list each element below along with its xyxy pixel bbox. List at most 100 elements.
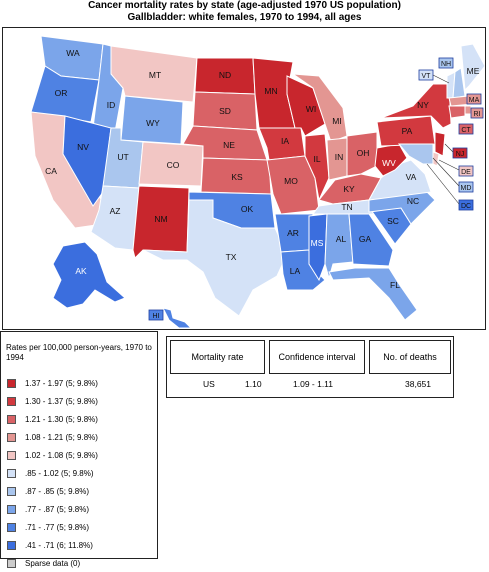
confidence-interval-header: Confidence interval xyxy=(269,340,365,374)
label-wy: WY xyxy=(146,118,160,128)
legend-title: Rates per 100,000 person-years, 1970 to … xyxy=(6,343,152,362)
legend-swatch xyxy=(7,558,16,568)
legend-swatch xyxy=(7,450,16,460)
chart-title: Cancer mortality rates by state (age-adj… xyxy=(0,0,489,26)
state-or[interactable] xyxy=(30,65,100,123)
label-va: VA xyxy=(406,172,417,182)
box-label-nj: NJ xyxy=(456,151,465,158)
box-label-ri: RI xyxy=(474,111,481,118)
label-wi: WI xyxy=(306,104,316,114)
state-ri[interactable] xyxy=(464,105,472,115)
label-sc: SC xyxy=(387,216,399,226)
legend-label: .77 - .87 (5; 9.8%) xyxy=(25,504,90,514)
legend-item: .71 - .77 (5; 9.8%) xyxy=(7,518,98,536)
us-map: VT NH MA RI CT NJ DE MD DC HI W xyxy=(2,27,486,330)
label-ok: OK xyxy=(241,204,254,214)
box-label-nh: NH xyxy=(441,61,451,68)
box-nj[interactable] xyxy=(452,147,468,159)
label-ut: UT xyxy=(117,152,128,162)
label-ny: NY xyxy=(417,100,429,110)
box-nh[interactable] xyxy=(438,57,454,69)
box-label-vt: VT xyxy=(422,73,432,80)
deaths-header: No. of deaths xyxy=(369,340,451,374)
label-nm: NM xyxy=(154,214,167,224)
state-ms[interactable] xyxy=(308,213,328,282)
box-ma[interactable] xyxy=(466,93,482,105)
label-co: CO xyxy=(167,160,180,170)
state-ak[interactable] xyxy=(52,241,126,309)
label-mi: MI xyxy=(332,116,341,126)
legend: Rates per 100,000 person-years, 1970 to … xyxy=(0,331,158,568)
label-me: ME xyxy=(467,66,480,76)
label-ks: KS xyxy=(231,172,243,182)
legend-item: 1.08 - 1.21 (5; 9.8%) xyxy=(7,428,98,446)
state-hi[interactable] xyxy=(162,307,193,329)
legend-item: Sparse data (0) xyxy=(7,554,98,572)
legend-item: .87 - .85 (5; 9.8%) xyxy=(7,482,98,500)
state-nj[interactable] xyxy=(434,131,446,157)
state-fl[interactable] xyxy=(328,267,418,321)
label-oh: OH xyxy=(357,148,370,158)
us-map-svg: VT NH MA RI CT NJ DE MD DC HI W xyxy=(30,35,485,329)
legend-swatch xyxy=(7,414,16,424)
label-ms: MS xyxy=(311,238,324,248)
label-sd: SD xyxy=(219,106,231,116)
legend-swatch xyxy=(7,468,16,478)
state-tx[interactable] xyxy=(142,199,288,317)
title-line-1: Cancer mortality rates by state (age-adj… xyxy=(88,0,401,11)
legend-item: 1.30 - 1.37 (5; 9.8%) xyxy=(7,392,98,410)
label-wv: WV xyxy=(382,158,396,168)
label-tn: TN xyxy=(341,202,352,212)
state-nv[interactable] xyxy=(62,115,112,207)
label-wa: WA xyxy=(66,48,80,58)
legend-label: .41 - .71 (6; 11.8%) xyxy=(25,540,93,550)
legend-item: .77 - .87 (5; 9.8%) xyxy=(7,500,98,518)
legend-swatch xyxy=(7,504,16,514)
legend-label: 1.37 - 1.97 (5; 9.8%) xyxy=(25,378,98,388)
box-dc[interactable] xyxy=(458,199,474,211)
legend-swatch xyxy=(7,486,16,496)
box-ct[interactable] xyxy=(458,123,474,135)
legend-item: .85 - 1.02 (5; 9.8%) xyxy=(7,464,98,482)
label-nd: ND xyxy=(219,70,231,80)
legend-swatch xyxy=(7,522,16,532)
region-value: US xyxy=(203,379,215,389)
box-label-ct: CT xyxy=(461,127,471,134)
label-al: AL xyxy=(336,234,347,244)
legend-item: 1.21 - 1.30 (5; 9.8%) xyxy=(7,410,98,428)
box-label-ma: MA xyxy=(469,97,480,104)
state-md[interactable] xyxy=(397,143,434,165)
label-ga: GA xyxy=(359,234,372,244)
label-or: OR xyxy=(55,88,68,98)
summary-table: Mortality rate Confidence interval No. o… xyxy=(166,336,454,398)
legend-label: 1.30 - 1.37 (5; 9.8%) xyxy=(25,396,98,406)
box-ri[interactable] xyxy=(470,107,484,119)
label-la: LA xyxy=(290,266,301,276)
box-de[interactable] xyxy=(458,165,474,177)
legend-item: 1.37 - 1.97 (5; 9.8%) xyxy=(7,374,98,392)
legend-item: 1.02 - 1.08 (5; 9.8%) xyxy=(7,446,98,464)
state-oh[interactable] xyxy=(346,131,378,177)
label-ne: NE xyxy=(223,140,235,150)
state-ga[interactable] xyxy=(348,213,394,267)
label-ky: KY xyxy=(343,184,355,194)
box-md[interactable] xyxy=(458,181,474,193)
label-ak: AK xyxy=(75,266,87,276)
rate-value: 1.10 xyxy=(245,379,262,389)
box-label-dc: DC xyxy=(461,203,471,210)
label-in: IN xyxy=(335,152,344,162)
label-mt: MT xyxy=(149,70,161,80)
label-tx: TX xyxy=(226,252,237,262)
box-label-de: DE xyxy=(461,169,471,176)
state-me[interactable] xyxy=(460,43,485,92)
label-mo: MO xyxy=(284,176,298,186)
state-wy[interactable] xyxy=(120,95,184,145)
label-az: AZ xyxy=(110,206,121,216)
legend-swatch xyxy=(7,378,16,388)
box-hi[interactable] xyxy=(148,309,164,321)
ci-value: 1.09 - 1.11 xyxy=(293,379,334,389)
small-state-boxes: VT NH MA RI CT NJ DE MD DC HI xyxy=(148,57,484,321)
legend-label: Sparse data (0) xyxy=(25,558,81,568)
state-ct[interactable] xyxy=(448,105,466,119)
state-al[interactable] xyxy=(324,213,354,280)
